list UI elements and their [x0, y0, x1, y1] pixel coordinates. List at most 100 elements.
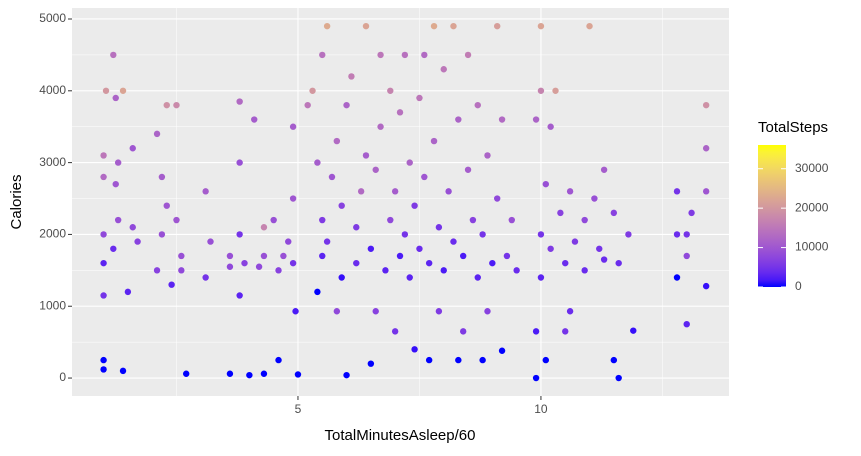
point: [319, 51, 326, 59]
point: [124, 288, 132, 296]
point: [542, 180, 549, 188]
point: [586, 22, 593, 30]
point: [542, 356, 549, 364]
panel: [72, 8, 729, 396]
point: [532, 328, 540, 335]
point: [479, 356, 486, 364]
point: [280, 252, 287, 260]
x-tick-label: 5: [295, 402, 302, 416]
point: [581, 216, 588, 224]
point: [562, 328, 569, 335]
point: [513, 267, 520, 274]
point: [343, 101, 350, 109]
colorbar-tick-label: 20000: [795, 200, 829, 214]
point: [114, 216, 122, 224]
point: [484, 308, 491, 315]
point: [508, 216, 515, 224]
point: [494, 195, 501, 202]
point: [134, 238, 141, 245]
point: [416, 94, 423, 102]
colorbar-tick-label: 0: [795, 279, 802, 293]
point: [236, 159, 243, 166]
point: [547, 245, 554, 252]
point: [532, 116, 540, 123]
point: [163, 101, 170, 109]
point: [537, 22, 545, 30]
point: [702, 282, 710, 290]
point: [202, 188, 209, 195]
point: [246, 371, 253, 379]
point: [474, 101, 481, 109]
point: [421, 51, 428, 59]
point: [163, 202, 170, 209]
point: [489, 259, 496, 267]
point: [610, 356, 618, 364]
point: [600, 166, 608, 173]
point: [226, 252, 234, 260]
point: [110, 245, 117, 252]
point: [673, 188, 681, 195]
point: [615, 374, 622, 382]
point: [289, 195, 297, 202]
point: [469, 216, 477, 224]
point: [537, 87, 545, 94]
point: [396, 109, 404, 116]
colorbar-tick-label: 10000: [795, 240, 829, 254]
point: [110, 51, 117, 59]
point: [323, 238, 331, 245]
y-tick-label: 3000: [39, 155, 66, 169]
point: [178, 252, 185, 260]
point: [377, 123, 384, 130]
point: [314, 288, 321, 296]
point: [372, 308, 379, 315]
point: [610, 209, 618, 217]
point: [100, 292, 107, 299]
point: [600, 256, 608, 263]
point: [464, 166, 472, 173]
point: [323, 22, 331, 30]
point: [168, 281, 175, 288]
point: [289, 259, 297, 267]
points: [100, 22, 710, 382]
point: [362, 22, 370, 30]
point: [459, 252, 467, 260]
point: [435, 308, 443, 315]
point: [260, 370, 268, 377]
point: [343, 371, 350, 379]
point: [270, 216, 277, 224]
point: [173, 101, 180, 109]
point: [236, 231, 243, 238]
point: [158, 231, 166, 238]
point: [498, 347, 506, 354]
point: [241, 259, 248, 267]
point: [275, 267, 282, 274]
point: [406, 159, 413, 166]
point: [112, 180, 119, 188]
y-tick-label: 0: [59, 370, 66, 384]
y-tick-label: 5000: [39, 11, 66, 25]
x-tick-label: 10: [534, 402, 548, 416]
point: [319, 216, 326, 224]
point: [289, 123, 297, 130]
point: [114, 159, 122, 166]
point: [440, 267, 447, 274]
point: [630, 327, 637, 334]
point: [226, 263, 234, 270]
point: [102, 87, 110, 94]
point: [596, 245, 603, 252]
point: [100, 173, 107, 181]
point: [401, 51, 409, 59]
point: [566, 188, 574, 195]
point: [294, 371, 302, 378]
point: [226, 370, 234, 377]
point: [591, 195, 598, 202]
point: [683, 320, 690, 328]
point: [338, 274, 345, 281]
point: [557, 209, 564, 217]
point: [328, 173, 336, 181]
point: [416, 245, 423, 252]
point: [129, 145, 136, 152]
point: [207, 238, 214, 245]
point: [153, 267, 161, 274]
